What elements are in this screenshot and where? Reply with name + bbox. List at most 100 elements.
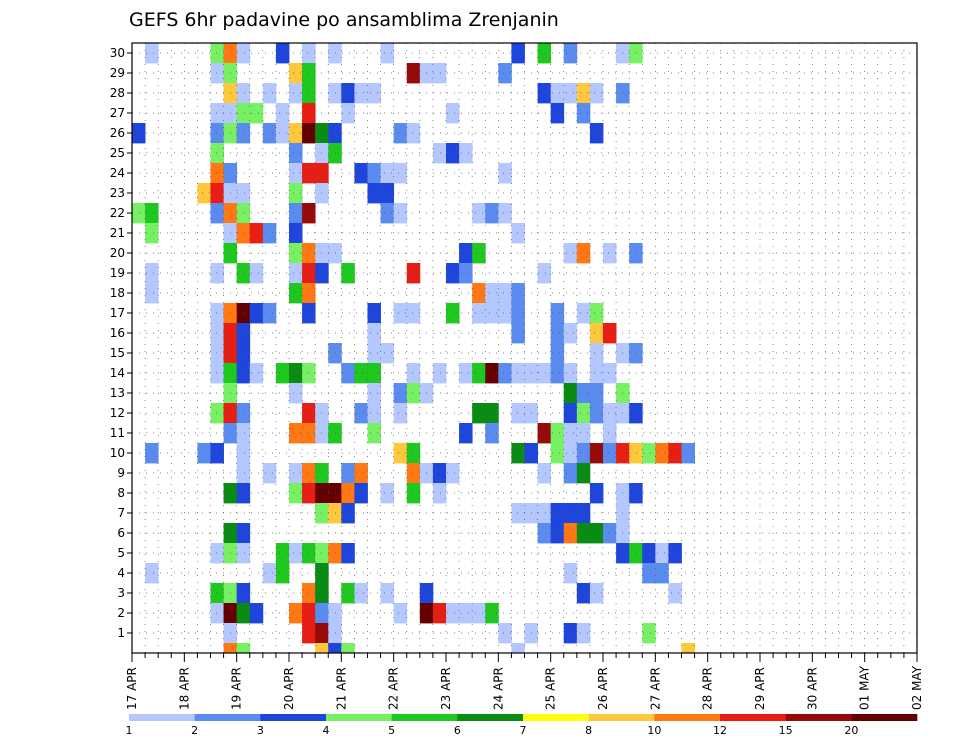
precip-cell [289,123,303,144]
precip-cell [563,323,578,344]
precip-cell [576,523,591,544]
precip-cell [550,103,565,124]
precip-cell [289,183,303,204]
precip-cell [511,363,525,384]
precip-cell [289,243,303,264]
precip-cell [328,83,342,104]
precip-cell [393,203,408,224]
precip-cell [367,183,381,204]
precip-cell [393,603,408,624]
precip-cell [603,443,617,464]
precip-cell [498,623,512,644]
precip-cell [145,43,159,64]
precip-cell [249,263,264,284]
precip-cell [302,483,316,504]
precip-cell [406,303,421,324]
precip-cell [302,123,316,144]
precip-cell [302,243,316,264]
precip-cell [589,123,604,144]
precip-cell [302,203,316,224]
precip-cell [681,643,695,654]
precip-cell [393,403,408,424]
colorbar-label: 20 [844,724,858,737]
precip-cell [380,583,395,604]
precip-cell [302,283,316,304]
precip-cell [367,383,381,404]
precip-cell [236,263,251,284]
precip-cell [302,43,316,64]
colorbar-label: 2 [191,724,198,737]
precip-cell [550,363,565,384]
precip-cell [459,143,473,164]
precip-cell [236,83,251,104]
precip-cell [603,523,617,544]
precip-cell [236,463,251,484]
precip-cell [289,463,303,484]
y-tick-label: 12 [110,406,125,420]
precip-cell [367,423,381,444]
precip-cell [446,463,460,484]
y-tick-label: 1 [117,626,125,640]
precip-cell [289,83,303,104]
precip-cell [485,423,499,444]
precip-cell [380,483,395,504]
precip-cell [236,363,251,384]
precip-cell [563,623,578,644]
y-tick-label: 11 [110,426,125,440]
precip-cell [576,83,591,104]
precip-cell [537,263,552,284]
precip-cell [145,263,159,284]
precip-cell [550,323,565,344]
precip-cell [236,523,251,544]
precip-cell [145,223,159,244]
colorbar-swatch [523,714,589,721]
precip-cell [589,363,604,384]
precip-cell [289,483,303,504]
precip-cell [563,503,578,524]
precip-cell [236,543,251,564]
precip-cell [275,543,290,564]
precip-cell [550,503,565,524]
precip-cell [328,343,342,364]
precip-cell [354,463,368,484]
precip-cell [537,43,552,64]
precip-cell [472,243,486,264]
precip-cell [576,463,591,484]
precip-cell [668,443,682,464]
colorbar-swatch [851,714,918,721]
precip-cell [341,643,355,654]
y-tick-label: 6 [117,526,125,540]
precip-cell [302,83,316,104]
precip-cell [432,143,447,164]
precip-cell [367,303,381,324]
precip-cell [563,423,578,444]
precip-cell [681,443,695,464]
precip-cell [589,343,604,364]
precip-cell [262,563,277,584]
precip-cell [629,243,643,264]
colorbar-label: 4 [323,724,330,737]
colorbar-label: 10 [647,724,661,737]
precip-cell [289,603,303,624]
precip-cell [642,443,656,464]
precip-cell [328,123,342,144]
precip-cell [367,363,381,384]
precip-cell [432,63,447,84]
precip-cell [132,123,146,144]
precip-cell [289,363,303,384]
precip-cell [511,43,525,64]
precip-cell [236,303,251,324]
precip-cell [354,403,368,424]
precip-cell [210,123,224,144]
precip-cell [393,303,408,324]
colorbar-swatch [194,714,261,721]
precip-cell [629,43,643,64]
precip-cell [563,243,578,264]
colorbar-label: 6 [454,724,461,737]
precip-cell [380,343,395,364]
precip-cell [629,543,643,564]
precip-cell [328,483,342,504]
precip-cell [289,283,303,304]
precip-cell [432,363,447,384]
colorbar-label: 5 [388,724,395,737]
